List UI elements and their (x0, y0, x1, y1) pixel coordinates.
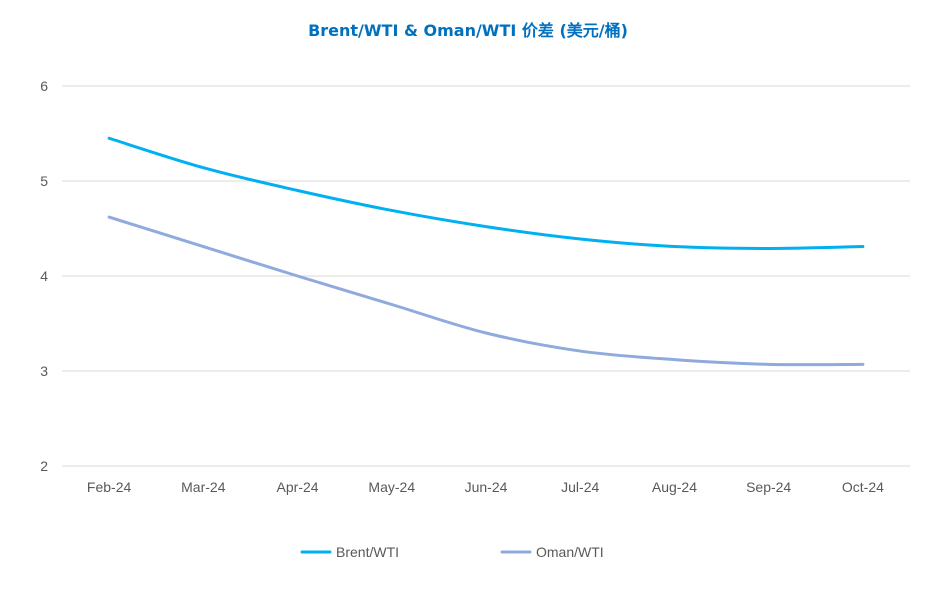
x-tick-label: Mar-24 (181, 479, 226, 495)
legend: Brent/WTI Oman/WTI (300, 544, 604, 560)
series-lines (107, 136, 865, 367)
x-tick-label: Jun-24 (465, 479, 508, 495)
x-tick-label: Jul-24 (561, 479, 599, 495)
x-tick-label: Sep-24 (746, 479, 791, 495)
y-tick-label: 5 (40, 173, 48, 189)
y-tick-label: 6 (40, 78, 48, 94)
y-axis: 2 3 4 5 6 (40, 78, 48, 474)
y-tick-label: 3 (40, 363, 48, 379)
chart-title: Brent/WTI & Oman/WTI 价差 (美元/桶) (308, 21, 628, 40)
legend-label: Brent/WTI (336, 544, 399, 560)
x-tick-label: Oct-24 (842, 479, 884, 495)
legend-label: Oman/WTI (536, 544, 604, 560)
gridlines (62, 85, 910, 467)
series-line-1 (107, 136, 865, 250)
y-tick-label: 2 (40, 458, 48, 474)
x-axis: Feb-24 Mar-24 Apr-24 May-24 Jun-24 Jul-24 Aug-… (87, 479, 884, 495)
x-tick-label: Feb-24 (87, 479, 132, 495)
y-tick-label: 4 (40, 268, 48, 284)
x-tick-label: May-24 (368, 479, 415, 495)
x-tick-label: Aug-24 (652, 479, 697, 495)
series-line-2 (107, 215, 865, 367)
x-tick-label: Apr-24 (277, 479, 319, 495)
